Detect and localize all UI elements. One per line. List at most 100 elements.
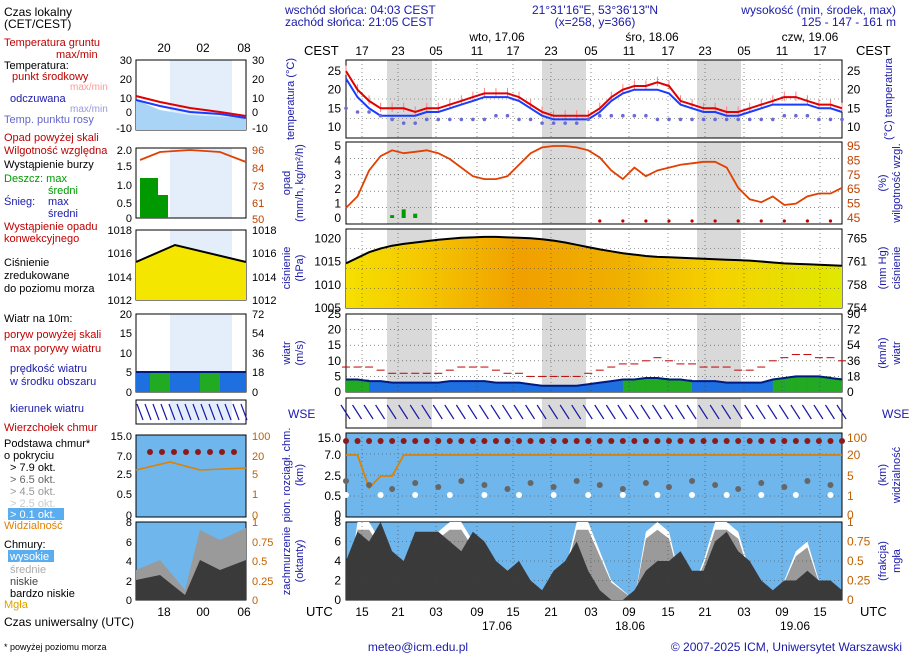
cloud-top-dot: [516, 438, 523, 444]
y-tick-right: 55: [847, 197, 861, 211]
legend-tick-left: 0.5: [117, 489, 132, 501]
cloud-base-dot: [481, 482, 488, 488]
dew-point-dot: [563, 121, 567, 125]
legend-tick-left: 1014: [108, 272, 132, 284]
legend-tick-left: 10: [120, 93, 132, 105]
legend-cloud-top-dot: [231, 449, 237, 455]
y-tick-right: 0: [847, 508, 854, 522]
cloud-top-dot: [435, 438, 442, 444]
legend-tick-left: 0: [126, 387, 132, 399]
dew-point-dot: [667, 117, 671, 122]
wind-arrow: [571, 404, 582, 420]
legend-tick-right: 54: [252, 328, 264, 340]
legend-tick-right: 1014: [252, 272, 276, 284]
cloud-top-dot: [596, 438, 603, 444]
legend-wind-at: Wiatr na 10m:: [4, 313, 72, 325]
legend-visibility-line: [135, 461, 247, 471]
legend-tick-left: 1.5: [117, 161, 132, 173]
y-tick-right: 10: [847, 120, 861, 134]
cloud-base-dot: [481, 492, 488, 498]
legend-cloud-top-dot: [183, 449, 189, 455]
y-tick-left: 2: [334, 182, 341, 196]
legend-tick-right: 73: [252, 181, 264, 193]
dew-point-dot: [390, 117, 394, 122]
cloud-base-dot: [412, 480, 419, 486]
cloud-top-dot: [400, 438, 407, 444]
panel-wind: [342, 313, 846, 393]
legend-wind-arrow: [144, 403, 152, 421]
legend-tick-right: 61: [252, 198, 264, 210]
wind-arrow: [605, 404, 616, 420]
y-tick-left: 1020: [314, 231, 341, 245]
wind-arrow: [686, 404, 697, 420]
wind-arrow: [790, 404, 801, 420]
axis-label-precip-left-2: (mm/h, kg/m²/h): [294, 144, 306, 222]
cest-tick: 05: [737, 44, 751, 58]
legend-tick-left: 10: [120, 348, 132, 360]
legend-cloud-panel: [135, 434, 247, 518]
legend-soil-temp-sub: max/min: [56, 49, 98, 61]
cest-tick: 17: [355, 44, 369, 58]
y-tick-right: 20: [847, 448, 861, 462]
legend-precip-night: [170, 148, 232, 218]
y-tick-right: 765: [847, 231, 867, 245]
dew-point-dot: [494, 113, 498, 118]
axis-label-temp-left: temperatura (°C): [285, 58, 297, 140]
legend-felt-line: [135, 99, 247, 119]
y-tick-right: 72: [847, 323, 861, 337]
cest-tick: 17: [661, 44, 675, 58]
cloud-base-dot: [712, 482, 719, 488]
legend-tick-right: 1: [252, 517, 258, 529]
wind-speed-band: [680, 379, 693, 392]
y-tick-right: 1: [847, 489, 854, 503]
legend-okt-3: > 4.5 okt.: [10, 486, 56, 498]
legend-mid-point: punkt środkowy: [12, 71, 89, 83]
cloud-base-dot: [735, 486, 742, 492]
dew-point-dot: [344, 106, 348, 111]
cloud-base-dot: [758, 492, 765, 498]
pressure-line: [345, 235, 843, 267]
legend-cloud-top-dot: [195, 449, 201, 455]
cloud-top-dot: [527, 438, 534, 444]
axis-label-wind-right-2: wiatr: [891, 341, 903, 366]
wind-arrow: [594, 404, 605, 420]
cloud-base-dot: [619, 486, 626, 492]
legend-tick-left: 15.0: [111, 431, 132, 443]
grid-text: (x=258, y=366): [555, 15, 636, 29]
legend-tick-right: 0.5: [252, 556, 267, 568]
cloud-top-dot: [758, 438, 765, 444]
y-tick-left: 1010: [314, 278, 341, 292]
y-tick-left: 8: [334, 515, 341, 529]
wind-arrow: [363, 404, 374, 420]
footer-email[interactable]: meteo@icm.edu.pl: [368, 640, 468, 654]
utc-date: 18.06: [615, 619, 645, 633]
cloud-top-dot: [608, 438, 615, 444]
axis-label-cloud-right-2: widzialność: [891, 446, 903, 504]
legend-temperature: Temperatura:: [4, 60, 69, 72]
panel-precip: [345, 141, 843, 225]
legend-tick-right: 0.75: [252, 537, 273, 549]
legend-okt-4: > 2.5 okt.: [10, 498, 56, 510]
legend-snow-mid: średni: [48, 208, 78, 220]
convective-dot: [621, 219, 625, 223]
wind-speed-line: [346, 375, 843, 387]
wind-arrow: [409, 404, 420, 420]
y-tick-right: 15: [847, 101, 861, 115]
legend-wind-band: [150, 372, 170, 392]
cest-tick: 23: [698, 44, 712, 58]
legend-wind-speed-2: w środku obszaru: [9, 376, 96, 388]
legend-tick-right: 50: [252, 214, 264, 226]
cloud-base-dot: [343, 492, 349, 498]
night-band: [542, 60, 586, 138]
y-tick-right: 90: [847, 307, 861, 321]
cloud-base-dot: [527, 480, 534, 486]
legend-tick-left: 6: [126, 537, 132, 549]
legend-wind-arrow: [192, 403, 200, 421]
cloud-top-dot: [723, 438, 730, 444]
cloud-top-dot: [654, 438, 661, 444]
dew-point-dot: [413, 121, 418, 125]
y-tick-left: 20: [328, 83, 342, 97]
y-tick-right: 65: [847, 182, 861, 196]
legend-pressure-line: [135, 243, 247, 263]
legend-tick-right: 18: [252, 367, 264, 379]
